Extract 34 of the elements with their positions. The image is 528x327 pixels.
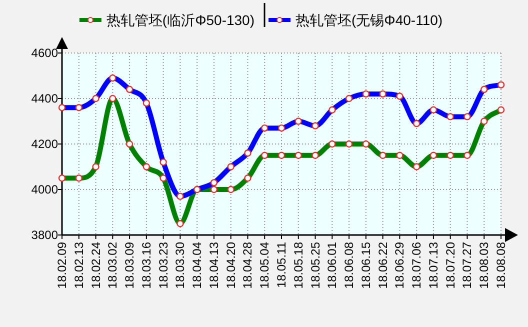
x-tick-label: 18.04.28	[240, 242, 255, 289]
x-tick-label: 18.04.13	[206, 242, 221, 289]
y-tick-label: 4400	[31, 92, 58, 106]
x-tick-label: 18.02.24	[88, 242, 103, 289]
x-tick-label: 18.06.01	[325, 242, 340, 289]
x-tick-label: 18.07.06	[410, 242, 424, 289]
x-tick-label: 18.04.20	[224, 242, 238, 289]
x-tick-label: 18.07.27	[460, 242, 474, 289]
x-tick-label: 18.08.03	[477, 242, 492, 289]
y-tick-label: 4600	[31, 46, 58, 60]
x-tick-label: 18.02.09	[55, 242, 69, 289]
x-tick-label: 18.05.25	[308, 242, 322, 289]
x-tick-label: 18.06.29	[392, 242, 407, 289]
x-tick-label: 18.06.08	[342, 242, 356, 289]
x-tick-label: 18.02.13	[72, 242, 86, 289]
x-tick-label: 18.08.08	[494, 242, 508, 289]
x-tick-label: 18.03.09	[122, 242, 137, 289]
y-tick-label: 4200	[31, 137, 58, 151]
legend-label: 热轧管坯(临沂Φ50-130)	[106, 12, 255, 28]
x-tick-label: 18.07.13	[426, 242, 440, 289]
x-tick-label: 18.06.22	[376, 242, 390, 289]
x-tick-label: 18.03.02	[106, 242, 120, 289]
y-tick-label: 4000	[31, 182, 58, 196]
legend-label: 热轧管坯(无锡Φ40-110)	[296, 12, 443, 28]
x-tick-label: 18.05.04	[258, 242, 272, 289]
x-tick-label: 18.03.23	[156, 242, 170, 289]
x-tick-label: 18.07.20	[443, 242, 458, 289]
x-tick-label: 18.04.04	[190, 242, 204, 289]
x-tick-label: 18.05.18	[291, 242, 306, 289]
x-tick-label: 18.05.11	[274, 242, 288, 288]
x-tick-label: 18.06.15	[358, 242, 373, 289]
y-tick-label: 3800	[31, 228, 58, 242]
x-tick-label: 18.03.16	[139, 242, 154, 289]
x-tick-label: 18.03.30	[173, 242, 188, 289]
